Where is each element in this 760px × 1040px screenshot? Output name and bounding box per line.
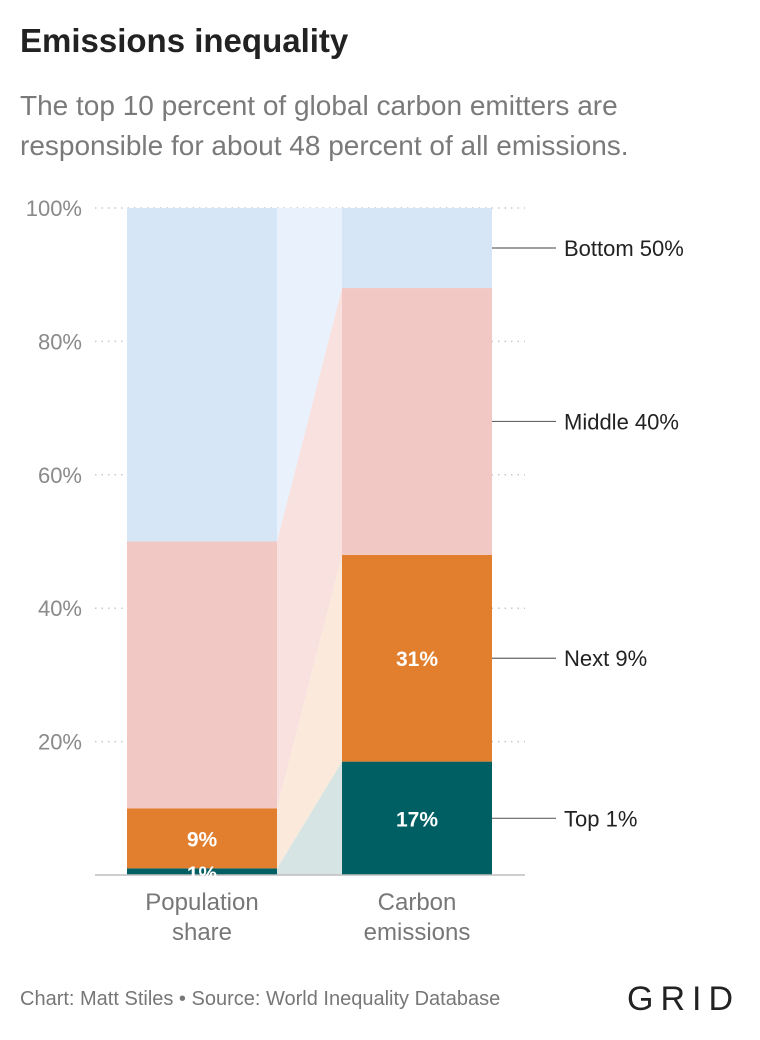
bar-segment [127, 541, 277, 809]
y-tick-label: 60% [38, 463, 82, 488]
connector-band [277, 761, 342, 875]
bar-segment [342, 208, 492, 289]
y-tick-label: 40% [38, 596, 82, 621]
connector-band [277, 208, 342, 542]
bar-segment [127, 208, 277, 542]
category-label: Population [145, 889, 258, 916]
category-label: Carbon [378, 889, 457, 916]
bar-segment [342, 288, 492, 555]
bar-segment [127, 868, 277, 875]
bar-segment [127, 808, 277, 869]
stacked-bar-chart: 20% 40% 60% 80% 100% 1% 17% 9% 31% Top 1% Next 9% M… [26, 196, 684, 946]
chart-subtitle: The top 10 percent of global carbon emit… [20, 90, 629, 161]
data-label: 31% [396, 648, 438, 671]
category-label: share [172, 919, 232, 946]
data-label: 1% [187, 863, 218, 886]
series-label: Next 9% [564, 646, 647, 671]
y-tick-label: 80% [38, 329, 82, 354]
y-tick-label: 20% [38, 730, 82, 755]
category-label: emissions [364, 919, 471, 946]
bar-segment [342, 554, 492, 762]
data-label: 17% [396, 808, 438, 831]
series-label: Middle 40% [564, 409, 679, 434]
data-label: 9% [187, 828, 218, 851]
chart-credit: Chart: Matt Stiles • Source: World Inequ… [20, 988, 501, 1010]
series-label: Top 1% [564, 806, 637, 831]
connector-band [277, 554, 342, 869]
series-label: Bottom 50% [564, 236, 684, 261]
bar-segment [342, 761, 492, 875]
grid-logo: GRID [627, 980, 740, 1018]
y-tick-label: 100% [26, 196, 82, 221]
connector-band [277, 288, 342, 809]
chart-title: Emissions inequality [20, 22, 349, 59]
